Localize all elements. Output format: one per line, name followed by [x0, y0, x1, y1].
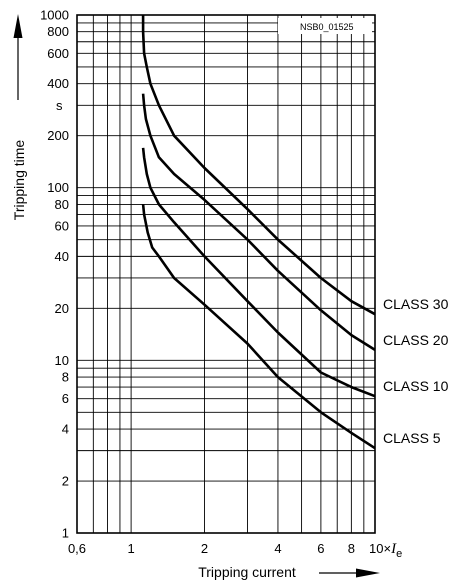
y-tick-label: 8 — [62, 370, 69, 385]
x-tick-labels: 0,6 1 2 4 6 8 — [68, 541, 355, 556]
y-axis-arrow — [13, 14, 23, 100]
plot-frame — [76, 14, 376, 534]
curve-label: CLASS 10 — [383, 378, 449, 394]
y-unit-label: s — [56, 98, 63, 113]
x-unit-subscript: e — [396, 548, 402, 560]
x-arrow-head — [356, 568, 380, 578]
y-tick-label: 60 — [55, 218, 69, 233]
y-arrow-head — [13, 14, 23, 38]
curve-labels: CLASS 30 CLASS 20 CLASS 10 CLASS 5 — [383, 296, 449, 446]
curve-class-5 — [141, 204, 376, 450]
y-tick-label: 40 — [55, 249, 69, 264]
reference-code: NSB0_01525 — [300, 22, 354, 32]
y-tick-label: 80 — [55, 197, 69, 212]
x-tick-label: 0,6 — [68, 541, 86, 556]
x-unit-symbol: I — [390, 541, 397, 557]
x-tick-label: 1 — [127, 541, 134, 556]
y-tick-label: 2 — [62, 474, 69, 489]
reference-code-box — [278, 18, 372, 34]
curve-label: CLASS 30 — [383, 296, 449, 312]
curve-label: CLASS 5 — [383, 430, 441, 446]
curves — [141, 15, 376, 450]
x-axis-arrow — [319, 568, 380, 578]
curve-class-30 — [141, 15, 376, 316]
y-tick-label: 4 — [62, 422, 69, 437]
y-tick-label: 600 — [47, 46, 69, 61]
x-unit-label: 10×Ie — [369, 541, 402, 560]
y-tick-label: 200 — [47, 128, 69, 143]
curve-class-10 — [141, 147, 376, 398]
y-tick-label: 1000 — [40, 8, 69, 23]
y-tick-label: 20 — [55, 301, 69, 316]
curve-label: CLASS 20 — [383, 332, 449, 348]
x-tick-label: 4 — [274, 541, 281, 556]
x-tick-label: 2 — [201, 541, 208, 556]
y-axis-title: Tripping time — [11, 140, 27, 221]
y-tick-label: 800 — [47, 24, 69, 39]
y-tick-label: 6 — [62, 391, 69, 406]
y-tick-label: 400 — [47, 76, 69, 91]
x-tick-label: 6 — [317, 541, 324, 556]
y-tick-label: 1 — [62, 526, 69, 541]
curve-class-20 — [141, 93, 376, 352]
x-unit-prefix: 10× — [369, 541, 391, 556]
x-tick-label: 8 — [348, 541, 355, 556]
x-axis-title: Tripping current — [198, 564, 296, 580]
y-tick-label: 100 — [47, 180, 69, 195]
grid — [77, 15, 375, 533]
y-tick-label: 10 — [55, 353, 69, 368]
